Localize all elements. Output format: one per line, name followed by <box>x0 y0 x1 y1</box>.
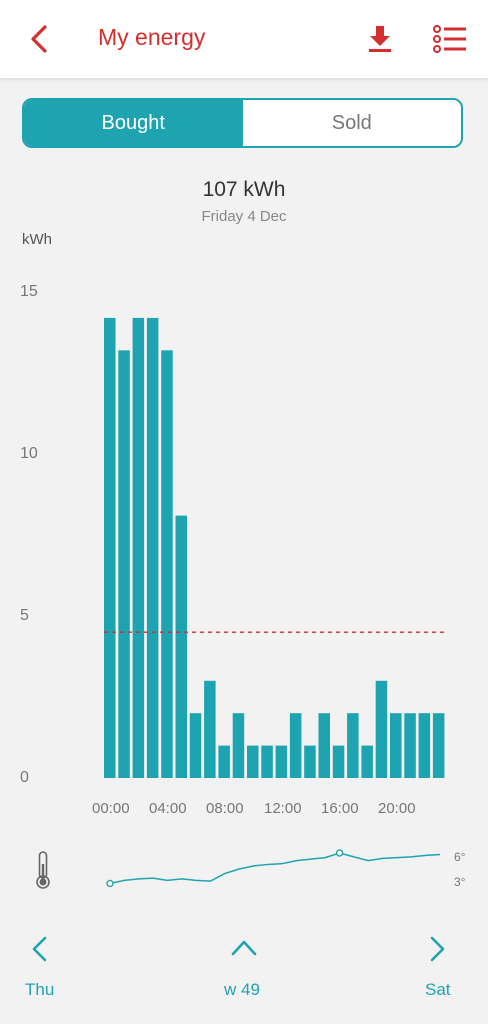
bar-10[interactable] <box>247 745 259 778</box>
bar-11[interactable] <box>261 745 273 778</box>
bar-00[interactable] <box>104 317 116 778</box>
selected-date: Friday 4 Dec <box>201 208 287 225</box>
previous-day-label[interactable]: Thu <box>25 980 55 999</box>
week-label[interactable]: w 49 <box>224 980 260 999</box>
bar-20[interactable] <box>390 713 402 778</box>
bar-15[interactable] <box>318 713 331 778</box>
bar-05[interactable] <box>175 515 188 778</box>
bought-sold-toggle: Bought Sold <box>22 98 463 148</box>
hourly-energy-bar-chart <box>104 317 448 778</box>
bar-23[interactable] <box>432 713 445 778</box>
top-app-bar: My energy <box>0 0 488 78</box>
temperature-sparkline <box>106 849 441 888</box>
x-tick-label: 08:00 <box>206 800 244 817</box>
x-tick-label: 00:00 <box>92 800 130 817</box>
list-menu-icon[interactable] <box>432 24 468 54</box>
x-tick-label: 04:00 <box>149 800 187 817</box>
temp-low-label: 3° <box>454 875 466 889</box>
x-tick-label: 16:00 <box>321 800 359 817</box>
bar-03[interactable] <box>146 317 159 778</box>
temperature-point <box>106 879 114 888</box>
bar-19[interactable] <box>375 680 388 778</box>
next-day-icon[interactable] <box>425 934 449 964</box>
y-tick-label: 5 <box>20 607 29 624</box>
bar-07[interactable] <box>204 680 216 778</box>
total-energy: 107 kWh <box>202 178 286 201</box>
week-view-up-icon[interactable] <box>230 936 258 960</box>
bar-12[interactable] <box>275 745 288 778</box>
bar-01[interactable] <box>118 350 130 778</box>
bar-16[interactable] <box>332 745 345 778</box>
bar-08[interactable] <box>218 745 230 778</box>
y-axis-unit: kWh <box>22 231 52 248</box>
temperature-line <box>109 852 441 885</box>
page-title: My energy <box>98 24 206 50</box>
x-tick-label: 20:00 <box>378 800 416 817</box>
sold-tab[interactable]: Sold <box>242 100 461 146</box>
bar-06[interactable] <box>189 713 202 778</box>
bar-21[interactable] <box>404 713 416 778</box>
x-tick-label: 12:00 <box>264 800 302 817</box>
bar-17[interactable] <box>347 713 359 778</box>
bar-09[interactable] <box>232 713 245 778</box>
bar-13[interactable] <box>289 713 302 778</box>
bought-tab[interactable]: Bought <box>24 100 243 146</box>
bar-22[interactable] <box>418 713 431 778</box>
bar-04[interactable] <box>161 350 173 778</box>
bar-02[interactable] <box>132 317 145 778</box>
temp-high-label: 6° <box>454 850 466 864</box>
next-day-label[interactable]: Sat <box>425 980 451 999</box>
temperature-point <box>335 849 344 857</box>
y-tick-label: 0 <box>20 769 29 786</box>
bar-14[interactable] <box>304 745 316 778</box>
thermometer-icon <box>36 851 50 889</box>
bar-18[interactable] <box>361 745 373 778</box>
chevron-left-icon[interactable] <box>26 22 54 56</box>
y-tick-label: 15 <box>20 283 38 300</box>
previous-day-icon[interactable] <box>28 934 52 964</box>
y-tick-label: 10 <box>20 445 38 462</box>
download-icon[interactable] <box>366 24 394 54</box>
